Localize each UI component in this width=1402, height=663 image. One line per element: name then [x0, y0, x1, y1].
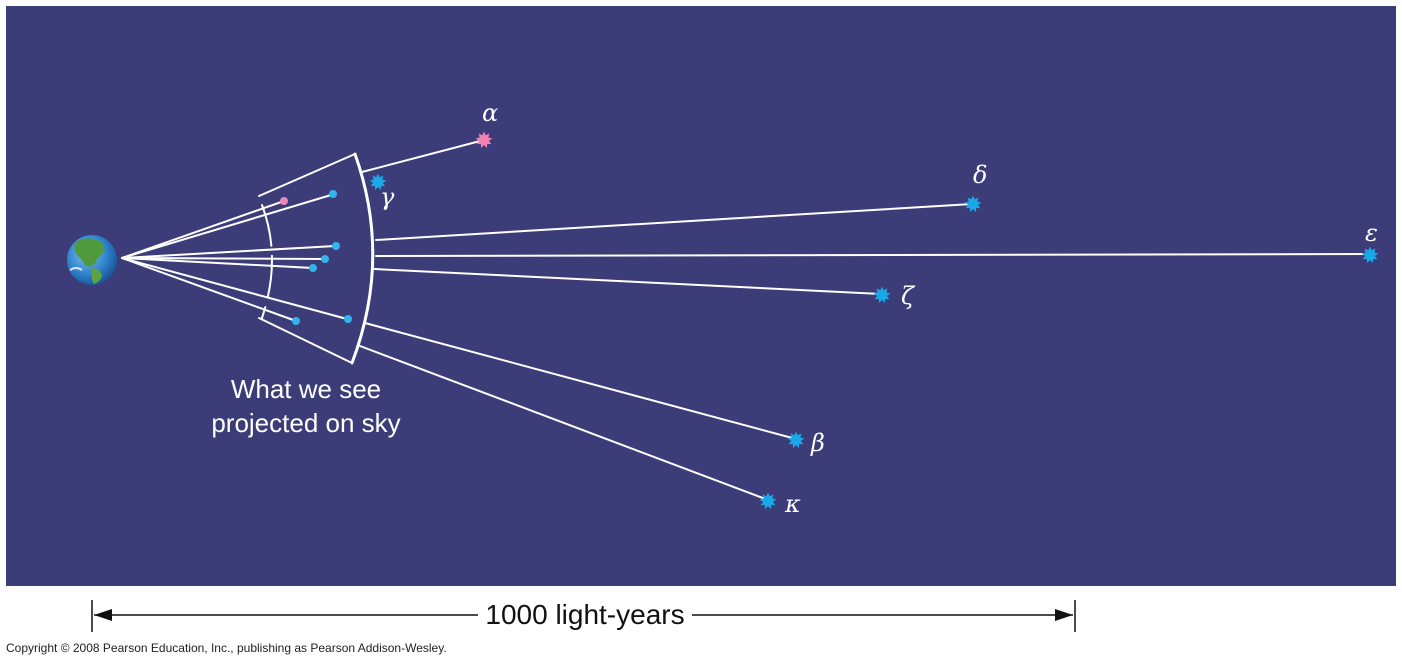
sight-line-alpha-near: [121, 200, 285, 259]
star-labels: α γ δ ε ζ β κ: [380, 99, 1378, 518]
outer-shell-arc: [350, 152, 375, 365]
sight-line-delta-far: [375, 203, 973, 241]
star-burst-icon-kappa: [759, 492, 777, 509]
sight-line-zeta-far: [373, 268, 882, 295]
star-burst-icon-gamma: [369, 173, 387, 190]
star-burst-icon-zeta: [873, 286, 891, 303]
continent-south-america: [91, 268, 102, 284]
projected-dots: [280, 190, 352, 325]
projected-dot-beta: [344, 315, 352, 323]
shell-edge-bottom: [258, 317, 353, 364]
star-burst-icon-epsilon: [1361, 246, 1379, 263]
star-label-delta: δ: [973, 161, 987, 189]
sight-line-delta-near: [121, 245, 336, 259]
sight-line-alpha-far: [361, 139, 485, 173]
projection-caption-line2: projected on sky: [211, 408, 400, 438]
star-label-alpha: α: [482, 99, 498, 127]
sight-line-zeta-near: [121, 257, 314, 269]
shell-edge-top: [258, 153, 356, 197]
sight-line-beta-far: [364, 322, 797, 440]
sight-line-kappa-far: [359, 345, 769, 501]
projected-dot-gamma: [329, 190, 337, 198]
star-label-gamma: γ: [380, 183, 395, 211]
sky-background: [6, 6, 1396, 586]
projection-caption-line1: What we see: [231, 374, 381, 404]
star-label-beta: β: [810, 429, 825, 457]
projected-dot-zeta: [309, 264, 317, 272]
sight-lines: [121, 139, 1370, 501]
scale-bar-right-arrowhead: [1055, 609, 1073, 621]
scale-bar: [91, 600, 1076, 632]
sight-line-epsilon-near: [121, 257, 325, 260]
projected-dot-kappa: [292, 317, 300, 325]
sight-line-gamma: [121, 194, 332, 259]
inner-shell-arc: [261, 204, 273, 319]
star-label-zeta: ζ: [901, 282, 916, 310]
projected-dot-alpha: [280, 197, 288, 205]
sight-line-epsilon-far: [375, 253, 1370, 257]
projected-dot-delta: [332, 242, 340, 250]
star-burst-icon-delta: [964, 195, 982, 212]
scale-bar-left-arrowhead: [94, 609, 112, 621]
sight-line-kappa-near: [121, 257, 297, 322]
star-burst-icon-alpha: [475, 131, 493, 148]
scale-bar-label: 1000 light-years: [485, 599, 684, 630]
copyright-notice: Copyright © 2008 Pearson Education, Inc.…: [6, 641, 447, 655]
sky-projection-shell: [258, 152, 375, 365]
earth-globe-icon: [67, 235, 117, 285]
projected-dot-epsilon: [321, 255, 329, 263]
star-label-epsilon: ε: [1365, 219, 1378, 247]
continent-north-america: [74, 238, 105, 267]
star-layer: [369, 131, 1379, 509]
earth-cloud: [69, 267, 83, 271]
star-label-kappa: κ: [784, 490, 801, 518]
star-burst-icon-beta: [787, 431, 805, 448]
sight-line-beta-near: [121, 257, 348, 320]
